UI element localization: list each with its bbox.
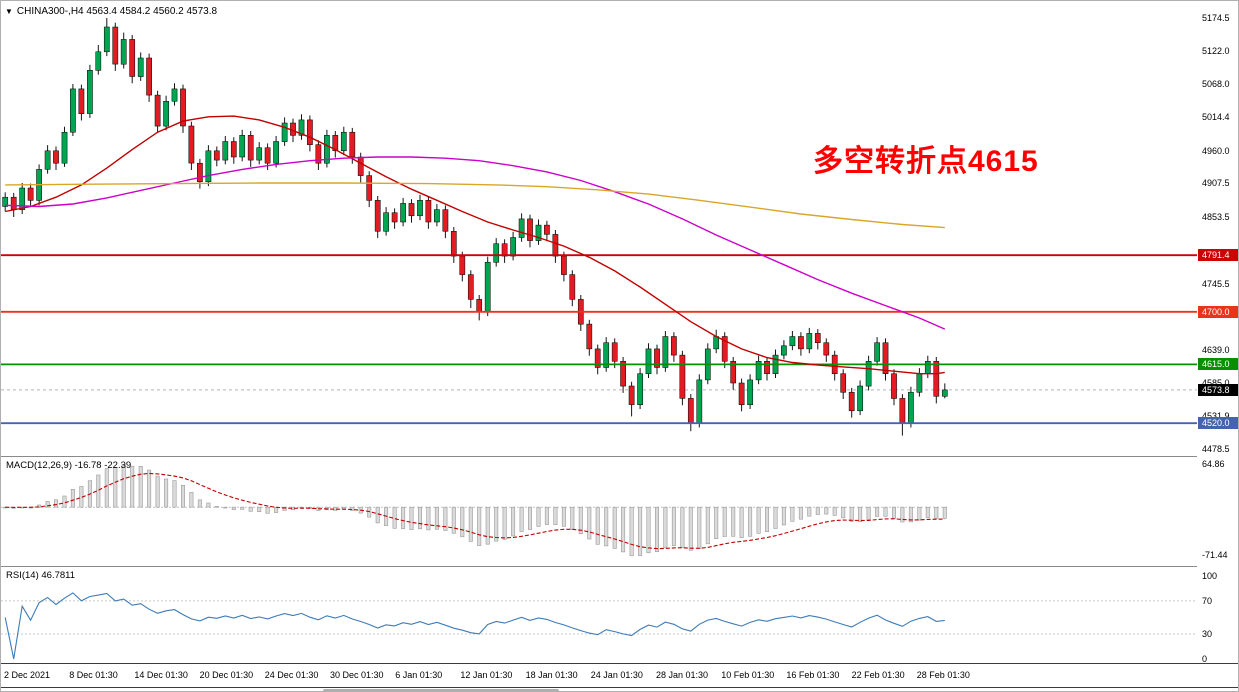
panel-separator xyxy=(1,566,1238,567)
price-line-badge: 4615.0 xyxy=(1198,358,1238,371)
ma-slow-orange xyxy=(5,182,945,229)
time-axis-label: 30 Dec 01:30 xyxy=(330,670,384,680)
candles xyxy=(2,18,948,436)
price-line-badge: 4700.0 xyxy=(1198,305,1238,318)
chart-header: ▼ CHINA300-,H4 4563.4 4584.2 4560.2 4573.… xyxy=(5,6,217,17)
price-tick-label: 4853.5 xyxy=(1202,211,1230,222)
time-axis-label: 8 Dec 01:30 xyxy=(69,670,118,680)
time-axis-label: 28 Feb 01:30 xyxy=(916,670,970,680)
symbol-timeframe-label: CHINA300-,H4 xyxy=(16,6,84,17)
ohlc-readout: 4563.4 4584.2 4560.2 4573.8 xyxy=(86,6,218,17)
bottom-separator xyxy=(1,687,1238,688)
macd-axis-label: -71.44 xyxy=(1202,549,1228,560)
macd-values: -16.78 -22.39 xyxy=(74,460,132,471)
annotation-text: 多空转折点4615 xyxy=(813,145,1039,178)
price-tick-label: 4478.5 xyxy=(1202,443,1230,454)
horizontal-lines[interactable] xyxy=(1,254,1197,425)
macd-axis-label: 64.86 xyxy=(1202,458,1225,469)
price-tick-label: 4960.0 xyxy=(1202,145,1230,156)
price-tick-label: 5068.0 xyxy=(1202,78,1230,89)
price-tick-label: 4907.5 xyxy=(1202,178,1230,189)
price-tick-label: 4585.0 xyxy=(1202,378,1230,388)
macd-indicator-label: MACD(12,26,9) -16.78 -22.39 xyxy=(6,460,131,471)
time-axis-label: 10 Feb 01:30 xyxy=(721,670,775,680)
horizontal-scrollbar[interactable] xyxy=(1,688,1238,691)
rsi-line xyxy=(4,592,945,660)
ma-fast-red xyxy=(5,115,945,375)
price-tick-label: 5174.5 xyxy=(1202,13,1230,24)
rsi-value: 46.7811 xyxy=(41,570,76,581)
price-axis[interactable]: 5174.5 5122.0 5068.0 5014.4 4960.0 4907.5 4853… xyxy=(1197,1,1238,664)
rsi-axis-label: 30 xyxy=(1202,629,1213,640)
macd-panel[interactable] xyxy=(1,457,1197,566)
time-axis-label: 20 Dec 01:30 xyxy=(199,670,254,680)
price-line-badge: 4520.0 xyxy=(1198,417,1238,430)
panel-separator xyxy=(1,456,1238,457)
current-price-badge: 4573.8 xyxy=(1198,383,1238,396)
time-axis-label: 12 Jan 01:30 xyxy=(460,670,513,680)
price-tick-label: 5122.0 xyxy=(1202,45,1230,56)
rsi-name: RSI(14) xyxy=(6,570,39,581)
time-axis-label: 16 Feb 01:30 xyxy=(786,670,840,680)
macd-signal-line xyxy=(5,472,945,550)
rsi-axis-label: 100 xyxy=(1202,571,1218,582)
candlestick-chart[interactable] xyxy=(1,1,1197,456)
macd-histogram xyxy=(3,464,947,557)
time-axis-label: 2 Dec 2021 xyxy=(4,670,51,680)
time-axis-label: 24 Jan 01:30 xyxy=(590,670,643,680)
price-tick-label: 4531.9 xyxy=(1202,410,1230,421)
macd-name: MACD(12,26,9) xyxy=(6,460,72,471)
time-axis-label: 22 Feb 01:30 xyxy=(851,670,905,680)
ma-mid-magenta xyxy=(5,156,946,330)
time-axis[interactable]: 2 Dec 2021 8 Dec 01:30 14 Dec 01:30 20 Dec … xyxy=(1,664,1238,687)
rsi-indicator-label: RSI(14) 46.7811 xyxy=(6,570,75,581)
time-axis-label: 24 Dec 01:30 xyxy=(264,670,319,680)
moving-average-lines xyxy=(5,115,946,375)
rsi-axis-label: 0 xyxy=(1202,653,1208,664)
time-axis-label: 6 Jan 01:30 xyxy=(395,670,443,680)
price-tick-label: 4639.0 xyxy=(1202,344,1230,355)
collapse-arrow-icon[interactable]: ▼ xyxy=(5,7,13,16)
price-tick-label: 5014.4 xyxy=(1202,112,1230,123)
rsi-axis-label: 70 xyxy=(1202,595,1213,606)
rsi-panel[interactable] xyxy=(1,567,1197,663)
scrollbar-thumb[interactable] xyxy=(323,689,559,691)
time-axis-label: 18 Jan 01:30 xyxy=(525,670,578,680)
time-axis-label: 28 Jan 01:30 xyxy=(656,670,709,680)
price-line-badge: 4791.4 xyxy=(1198,249,1238,262)
time-axis-separator xyxy=(1,663,1238,664)
time-axis-label: 14 Dec 01:30 xyxy=(134,670,188,680)
price-tick-label: 4745.5 xyxy=(1202,278,1230,289)
